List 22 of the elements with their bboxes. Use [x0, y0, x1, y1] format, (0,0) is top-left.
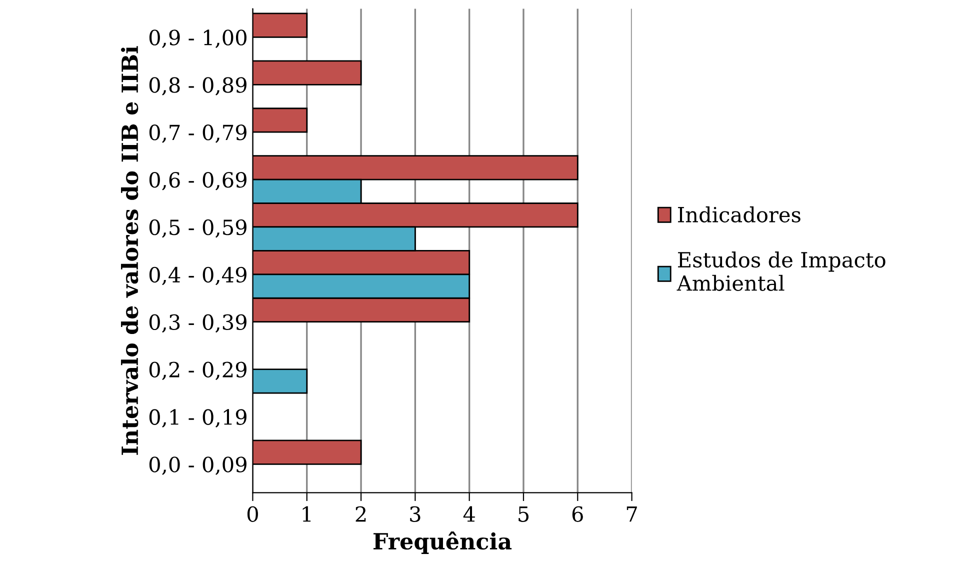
- x-tick-label: 5: [518, 506, 529, 522]
- y-tick-label: 0,9 - 1,00: [149, 30, 246, 48]
- y-axis-title: Intervalo de valores do IIB e IIBi: [120, 46, 138, 455]
- y-tick-label: 0,3 - 0,39: [149, 314, 246, 333]
- y-tick-label: 0,4 - 0,49: [149, 266, 246, 286]
- x-tick-label: 3: [410, 506, 420, 522]
- y-tick-label: 0,7 - 0,79: [149, 124, 246, 143]
- y-tick-label: 0,2 - 0,29: [149, 362, 246, 380]
- x-tick-label: 4: [463, 506, 475, 522]
- x-tick-label: 6: [572, 506, 583, 522]
- x-axis-title: Frequência: [374, 532, 512, 554]
- y-tick-label: 0,6 - 0,69: [149, 172, 246, 190]
- y-tick-label: 0,8 - 0,89: [149, 77, 246, 96]
- x-tick-label: 1: [302, 506, 311, 522]
- legend-label: Indicadores: [678, 206, 800, 222]
- y-tick-label: 0,5 - 0,59: [149, 219, 246, 238]
- y-tick-label: 0,1 - 0,19: [149, 409, 246, 428]
- x-tick-label: 7: [626, 506, 637, 522]
- y-tick-label: 0,0 - 0,09: [149, 456, 246, 475]
- x-tick-label: 2: [356, 506, 366, 522]
- x-tick-label: 0: [247, 506, 258, 522]
- legend-label: Estudos de Impacto Ambiental: [676, 252, 886, 291]
